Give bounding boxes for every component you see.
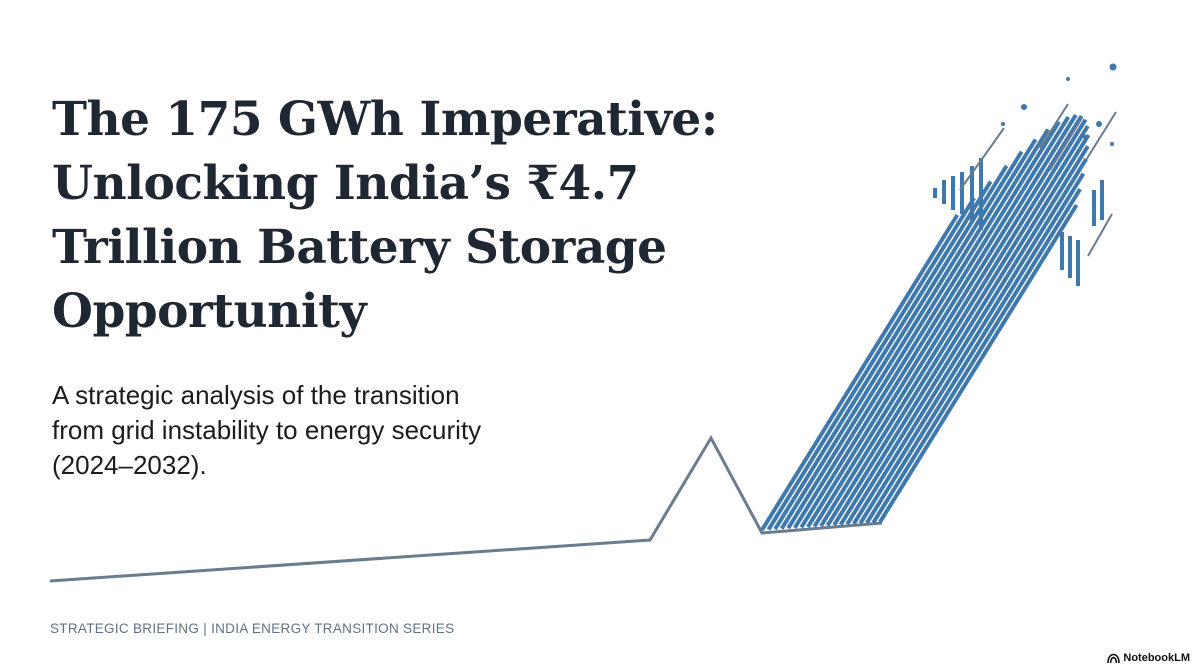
growth-particle <box>1021 104 1027 110</box>
growth-particle <box>1083 135 1087 139</box>
growth-streak <box>878 203 1079 524</box>
growth-streak <box>806 120 1061 528</box>
growth-particle <box>1109 63 1117 71</box>
growth-particle <box>1001 122 1005 126</box>
growth-particle <box>1110 142 1114 146</box>
brand-name: NotebookLM <box>1123 652 1190 664</box>
growth-particles <box>1001 63 1117 146</box>
growth-particle <box>1066 77 1070 81</box>
growth-spark <box>1039 103 1069 149</box>
subtitle-line: A strategic analysis of the transition <box>52 380 460 410</box>
subtitle-line: (2024–2032). <box>52 450 207 480</box>
growth-streak <box>871 188 1082 524</box>
growth-particle <box>1096 121 1102 127</box>
growth-spark <box>1049 117 1083 171</box>
title-line: Opportunity <box>52 284 367 339</box>
title-line: The 175 GWh Imperative: <box>52 92 718 147</box>
subtitle-line: from grid instability to energy security <box>52 415 482 445</box>
growth-streak <box>825 114 1084 527</box>
growth-streak <box>766 196 976 531</box>
title-line: Unlocking India’s ₹4.7 <box>52 156 639 211</box>
growth-spark <box>1085 111 1117 161</box>
slide-subtitle: A strategic analysis of the transition f… <box>52 378 612 483</box>
growth-streak <box>760 213 959 532</box>
growth-streak <box>793 138 1038 529</box>
baseline-trend-line <box>49 434 883 583</box>
growth-streak <box>858 158 1088 525</box>
footer-series-label: STRATEGIC BRIEFING | INDIA ENERGY TRANSI… <box>50 621 455 636</box>
growth-streak <box>845 133 1091 526</box>
growth-streak <box>773 180 993 531</box>
growth-spark <box>1087 213 1113 257</box>
brand-watermark: NotebookLM <box>1107 652 1190 664</box>
growth-streak <box>812 115 1071 528</box>
notebooklm-logo-icon <box>1107 653 1121 663</box>
growth-streak <box>819 113 1078 528</box>
growth-spark <box>959 127 1005 191</box>
growth-streak <box>779 164 1009 530</box>
slide-title: The 175 GWh Imperative: Unlocking India’… <box>52 88 772 344</box>
growth-streak <box>832 118 1088 527</box>
growth-streak <box>838 125 1090 526</box>
growth-streak <box>799 128 1050 529</box>
title-line: Trillion Battery Storage <box>52 220 667 275</box>
growth-streaks <box>760 103 1117 532</box>
growth-streak <box>852 145 1090 525</box>
growth-streak <box>865 172 1086 524</box>
